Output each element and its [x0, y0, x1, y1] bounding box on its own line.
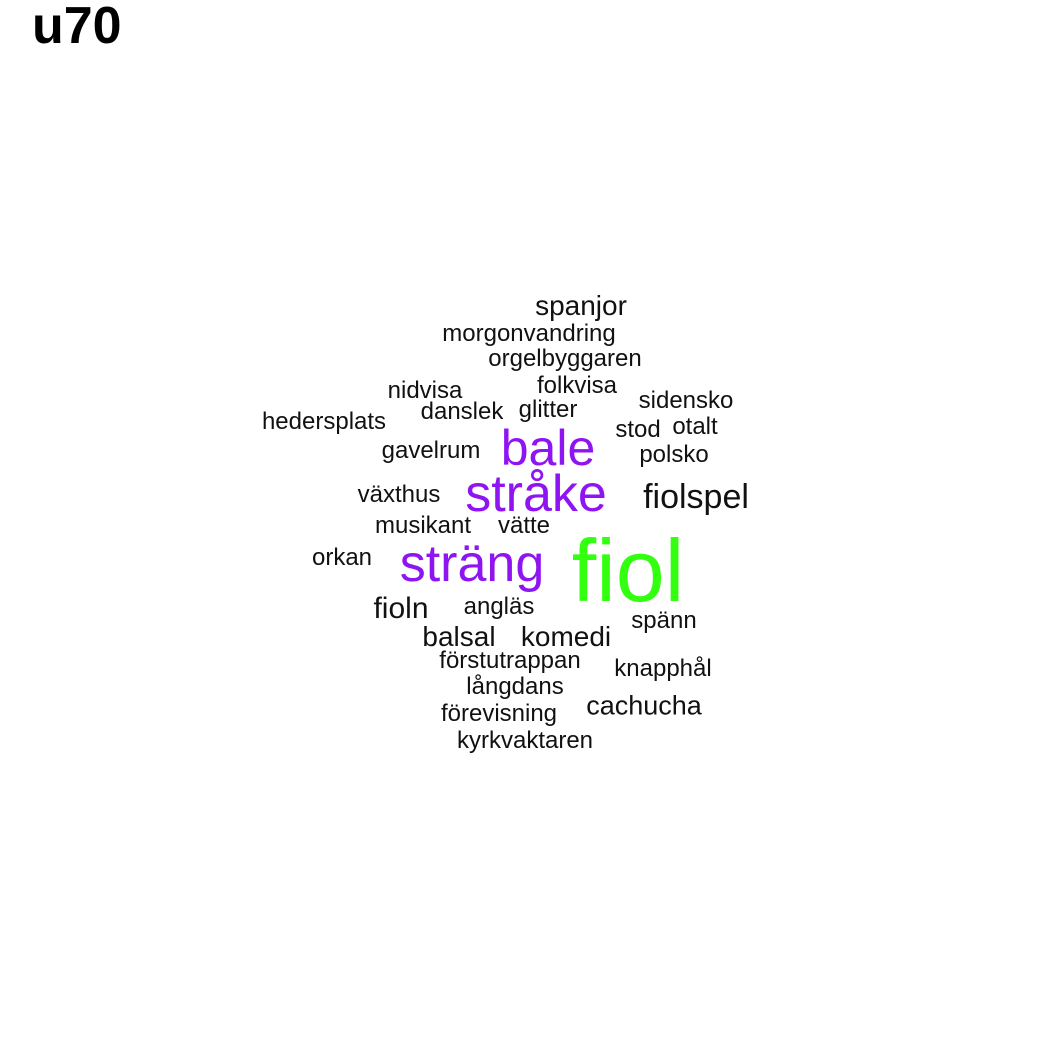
word-cloud-word: förstutrappan: [439, 647, 581, 674]
word-cloud-word: otalt: [672, 413, 718, 440]
word-cloud-word: gavelrum: [381, 437, 481, 464]
word-cloud-word: fiol: [571, 521, 685, 620]
word-cloud-word: glitter: [518, 396, 578, 423]
word-cloud-word: musikant: [374, 512, 472, 539]
word-cloud-word: spanjor: [535, 290, 627, 321]
word-cloud-word: kyrkvaktaren: [456, 727, 594, 754]
word-cloud-word: förevisning: [440, 700, 558, 727]
word-cloud-word: orkan: [311, 544, 373, 571]
word-cloud-word: sträng: [399, 535, 545, 593]
word-cloud-word: orgelbyggaren: [488, 345, 642, 372]
word-cloud-word: polsko: [639, 441, 709, 468]
word-cloud-word: hedersplats: [261, 408, 387, 435]
word-cloud-word: morgonvandring: [442, 320, 616, 347]
word-cloud-word: vätte: [497, 512, 551, 539]
word-cloud-word: sidensko: [638, 387, 734, 414]
page-title: u70: [32, 0, 122, 55]
word-cloud-word: fioln: [373, 592, 429, 625]
word-cloud-word: danslek: [420, 398, 504, 425]
word-cloud-word: växthus: [357, 481, 441, 508]
word-cloud-word: spänn: [631, 607, 697, 634]
word-cloud-word: balsal: [422, 621, 496, 652]
word-cloud-word: komedi: [520, 621, 612, 652]
word-cloud-word: fiolspel: [643, 478, 749, 516]
word-cloud-word: knapphål: [614, 655, 712, 682]
word-cloud-word: långdans: [466, 673, 564, 700]
word-cloud-word: bale: [500, 420, 596, 476]
word-cloud-word: angläs: [463, 593, 535, 620]
word-cloud-word: cachucha: [586, 690, 702, 721]
word-cloud-word: stod: [615, 416, 661, 443]
word-cloud-word: stråke: [465, 465, 607, 523]
word-cloud-word: nidvisa: [387, 377, 463, 404]
word-cloud-word: folkvisa: [536, 372, 618, 399]
